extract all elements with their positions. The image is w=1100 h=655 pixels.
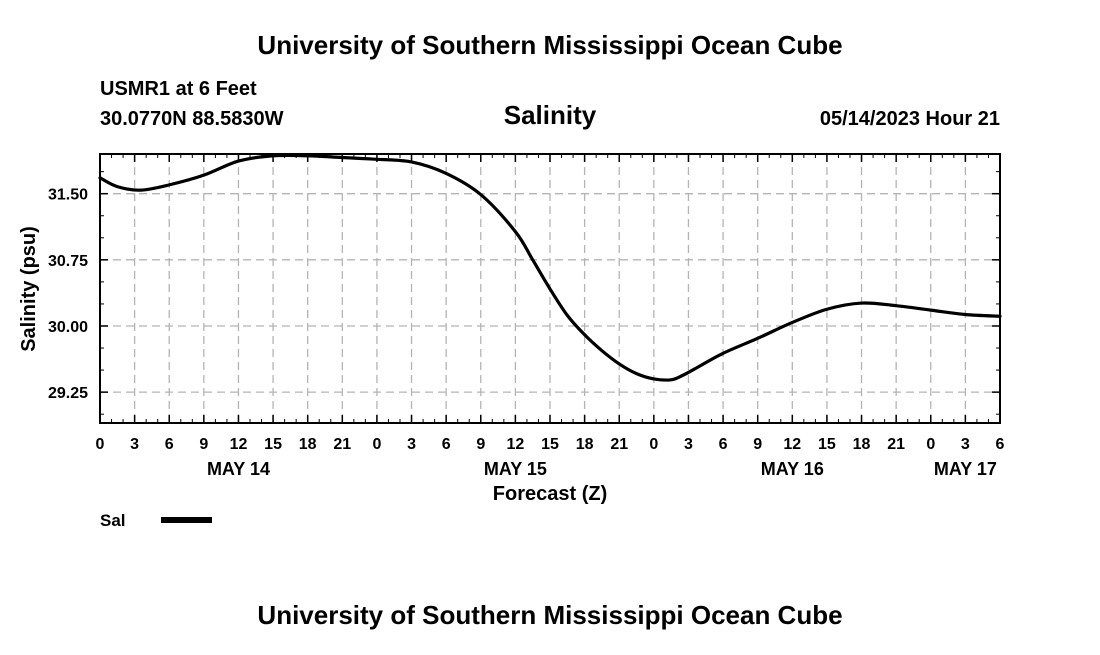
chart-title: Salinity <box>504 100 597 130</box>
x-tick-labels: 0 3 6 9 12 15 18 21 0 3 6 9 12 15 18 21 0 3 6 9 12 15 18 21 0 3 6 <box>96 436 1005 453</box>
grid <box>100 154 1000 423</box>
y-tick-label: 31.50 <box>48 187 88 204</box>
x-axis-title: Forecast (Z) <box>493 483 607 505</box>
y-tick-label: 30.75 <box>48 253 88 270</box>
x-tick-label: 6 <box>996 436 1005 453</box>
x-tick-label: 12 <box>506 436 524 453</box>
day-label: MAY 14 <box>207 459 270 479</box>
x-tick-label: 0 <box>96 436 105 453</box>
x-tick-label: 21 <box>333 436 351 453</box>
coordinates-label: 30.0770N 88.5830W <box>100 108 284 130</box>
x-tick-label: 21 <box>610 436 628 453</box>
x-tick-label: 9 <box>199 436 208 453</box>
x-tick-label: 21 <box>887 436 905 453</box>
day-label: MAY 15 <box>484 459 547 479</box>
x-tick-label: 3 <box>407 436 416 453</box>
x-tick-label: 18 <box>576 436 594 453</box>
series-line-group <box>98 153 1002 382</box>
footer-title: University of Southern Mississippi Ocean… <box>257 600 842 630</box>
x-tick-label: 0 <box>649 436 658 453</box>
x-tick-label: 6 <box>719 436 728 453</box>
y-tick-label: 29.25 <box>48 385 88 402</box>
x-tick-label: 18 <box>853 436 871 453</box>
day-label: MAY 17 <box>934 459 997 479</box>
x-tick-label: 3 <box>961 436 970 453</box>
day-label: MAY 16 <box>761 459 824 479</box>
x-tick-label: 0 <box>926 436 935 453</box>
x-tick-label: 6 <box>442 436 451 453</box>
page-title: University of Southern Mississippi Ocean… <box>257 30 842 60</box>
legend-label: Sal <box>100 511 126 530</box>
y-tick-label: 30.00 <box>48 319 88 336</box>
salinity-series-line <box>98 153 1002 382</box>
x-tick-label: 0 <box>372 436 381 453</box>
axis-ticks <box>99 154 1001 423</box>
x-tick-label: 15 <box>264 436 282 453</box>
x-tick-label: 12 <box>783 436 801 453</box>
datetime-label: 05/14/2023 Hour 21 <box>820 108 1000 130</box>
day-labels: MAY 14 MAY 15 MAY 16 MAY 17 <box>207 459 997 479</box>
x-tick-label: 6 <box>165 436 174 453</box>
x-tick-label: 9 <box>476 436 485 453</box>
x-tick-label: 3 <box>130 436 139 453</box>
y-tick-labels: 29.25 30.00 30.75 31.50 <box>48 187 88 402</box>
station-label: USMR1 at 6 Feet <box>100 78 257 100</box>
x-tick-label: 15 <box>818 436 836 453</box>
y-axis-title: Salinity (psu) <box>18 226 40 352</box>
x-tick-label: 12 <box>230 436 248 453</box>
x-tick-label: 15 <box>541 436 559 453</box>
x-tick-label: 18 <box>299 436 317 453</box>
x-tick-label: 3 <box>684 436 693 453</box>
x-tick-label: 9 <box>753 436 762 453</box>
